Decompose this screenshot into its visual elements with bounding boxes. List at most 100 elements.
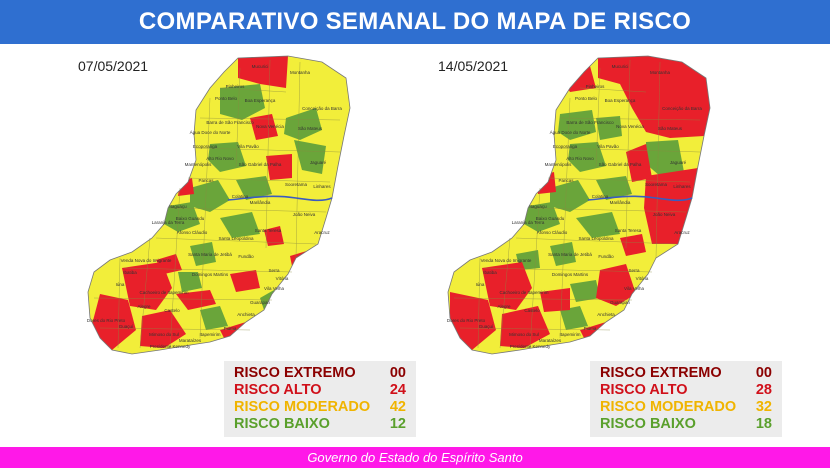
municipality-label: Aracruz [314,230,330,235]
municipality-label: São Gabriel da Palha [239,162,282,167]
region-baixo [284,108,322,140]
region-alto [626,144,652,182]
legend-row-extremo: RISCO EXTREMO 00 [234,365,406,382]
legend-value: 28 [755,382,772,398]
region-baixo [220,212,260,238]
region-alto [90,294,136,350]
region-baixo [220,84,265,120]
legend-label: RISCO EXTREMO [234,365,356,381]
region-alto [176,290,216,310]
legend-value: 12 [389,416,406,432]
municipality-label: Sooretama [285,182,308,187]
municipality-label: Mucurici [612,64,629,69]
municipality-label: Linhares [313,184,331,189]
municipality-label: Santa Maria de Jetibá [188,252,232,257]
municipality-label: Domingos Martins [192,272,229,277]
municipality-label: Piúma [584,326,597,331]
municipality-label: Vitória [276,276,289,281]
municipality-label: Água Doce do Norte [190,129,231,135]
municipality-label: Fundão [598,254,614,259]
municipality-label: Colatina [592,194,609,199]
region-baixo [190,242,216,266]
municipality-label: Domingos Martins [552,272,589,277]
municipality-label: João Neiva [653,212,676,217]
municipality-label: Vila Pavão [597,144,619,149]
municipality-label: Vitória [636,276,649,281]
municipality-label: Boa Esperança [605,98,636,103]
municipality-label: Montanha [650,70,671,75]
legend-row-moderado: RISCO MODERADO 32 [600,399,772,416]
legend-left: RISCO EXTREMO 00 RISCO ALTO 24 RISCO MOD… [224,361,416,437]
municipality-label: Santa Leopoldina [218,236,254,241]
region-alto [540,288,570,312]
municipality-label: Itapemirim [199,332,220,337]
page-title: COMPARATIVO SEMANAL DO MAPA DE RISCO [138,8,692,35]
region-baixo [236,176,272,200]
municipality-label: Santa Teresa [615,228,642,233]
region-baixo [294,140,326,174]
legend-label: RISCO MODERADO [234,399,371,415]
legend-row-baixo: RISCO BAIXO 12 [234,416,406,433]
region-alto [238,56,288,88]
municipality-label: Guaçuí [479,324,494,329]
municipality-label: Mimoso do Sul [509,332,539,337]
municipality-label: Marataízes [179,338,202,343]
legend-row-baixo: RISCO BAIXO 18 [600,416,772,433]
municipality-label: Pinheiros [586,84,606,89]
municipality-label: Venda Nova do Imigrante [481,258,532,263]
municipality-label: Ibatiba [483,270,497,275]
municipality-label: Guarapari [610,300,630,305]
municipality-label: Castelo [164,308,180,313]
legend-value: 24 [389,382,406,398]
region-baixo [576,212,620,238]
legend-row-extremo: RISCO EXTREMO 00 [600,365,772,382]
municipality-label: Iúna [116,282,125,287]
municipality-label: Anchieta [597,312,615,317]
region-alto [230,270,260,292]
legend-row-alto: RISCO ALTO 24 [234,382,406,399]
municipality-label: Pinheiros [226,84,246,89]
legend-label: RISCO ALTO [234,382,322,398]
river [587,195,693,202]
region-alto [266,154,292,180]
municipality-label: Ponto Belo [575,96,598,101]
legend-right: RISCO EXTREMO 00 RISCO ALTO 28 RISCO MOD… [590,361,782,437]
municipality-label: Afonso Cláudio [177,230,208,235]
municipality-label: Laranja da Terra [512,220,545,225]
municipality-label: Guarapari [250,300,270,305]
municipality-label: Piúma [224,326,237,331]
municipality-label: Ecoporanga [553,144,578,149]
region-baixo [164,202,200,232]
region-alto [620,234,646,256]
region-baixo [646,140,684,176]
region-baixo [596,176,632,200]
river [227,195,333,202]
municipality-label: Guaçuí [119,324,134,329]
legend-value: 18 [755,416,772,432]
municipality-label: Alegre [137,304,151,309]
legend-value: 42 [389,399,406,415]
region-alto [500,306,550,348]
municipality-label: Jaguaré [670,160,687,165]
municipality-label: Conceição da Barra [302,106,342,111]
region-baixo [596,116,622,140]
municipality-label: Fundão [238,254,254,259]
municipality-label: Nova Venécia [616,124,644,129]
municipality-label: Laranja da Terra [152,220,185,225]
municipality-label: Aracruz [674,230,690,235]
municipality-label: Marilândia [250,200,271,205]
municipality-label: Afonso Cláudio [537,230,568,235]
legend-row-moderado: RISCO MODERADO 42 [234,399,406,416]
region-baixo [190,180,230,212]
municipality-label: Colatina [232,194,249,199]
footer-text: Governo do Estado do Espírito Santo [307,450,523,465]
legend-row-alto: RISCO ALTO 28 [600,382,772,399]
municipality-label: Santa Teresa [255,228,282,233]
municipality-label: Mantenópolis [545,162,573,167]
municipality-label: Serra [268,268,280,273]
municipality-label: Santa Maria de Jetibá [548,252,592,257]
region-baixo [524,202,560,232]
municipality-label: Dores do Rio Preto [87,318,126,323]
municipality-label: Vila Velha [264,286,284,291]
municipality-label: São Mateus [658,126,683,131]
